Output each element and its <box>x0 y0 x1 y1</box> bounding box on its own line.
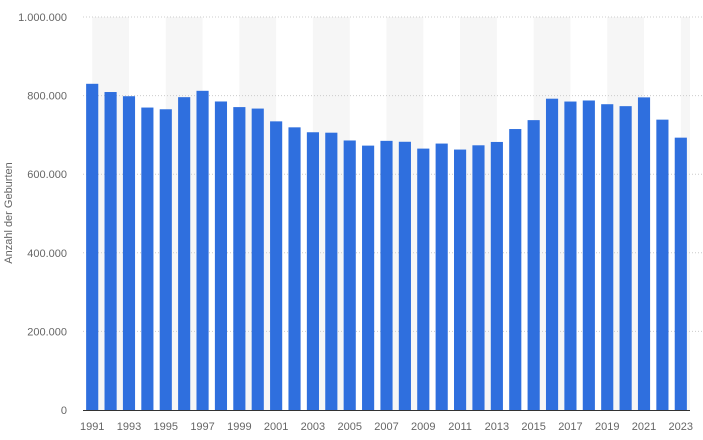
bar-1992 <box>104 92 117 411</box>
bar-2015 <box>527 120 540 410</box>
x-tick-label: 2017 <box>558 421 582 433</box>
bar-1991 <box>86 83 99 410</box>
x-tick-label: 1999 <box>227 421 251 433</box>
bar-1996 <box>178 97 191 410</box>
x-tick-label: 2023 <box>669 421 693 433</box>
bar-2001 <box>270 121 283 411</box>
bar-2011 <box>454 149 467 410</box>
y-tick-label: 400.000 <box>27 248 67 260</box>
bar-2017 <box>564 101 577 410</box>
y-axis-ticks: 0 200.000 400.000 600.000 800.000 1.000.000 <box>18 12 67 417</box>
bar-1994 <box>141 107 154 410</box>
bar-2018 <box>582 100 595 410</box>
bar-2010 <box>435 143 448 410</box>
bar-2014 <box>509 129 522 410</box>
bars <box>86 83 687 411</box>
bar-2000 <box>251 108 264 410</box>
x-tick-label: 1993 <box>117 421 141 433</box>
bar-2016 <box>545 98 559 410</box>
bar-2003 <box>306 132 319 410</box>
y-tick-label: 200.000 <box>27 326 67 338</box>
bar-2022 <box>656 119 669 410</box>
bar-2012 <box>472 145 485 410</box>
bar-1998 <box>214 101 228 411</box>
y-axis-title: Anzahl der Geburten <box>3 162 15 264</box>
x-tick-label: 2009 <box>411 421 435 433</box>
x-tick-label: 2013 <box>485 421 509 433</box>
bar-2008 <box>398 141 411 410</box>
x-tick-label: 1995 <box>154 421 178 433</box>
x-tick-label: 2003 <box>301 421 325 433</box>
x-tick-label: 2007 <box>374 421 398 433</box>
y-tick-label: 1.000.000 <box>18 12 67 24</box>
x-axis-ticks: 1991 1993 1995 1997 1999 2001 2003 2005 2007 2009… <box>80 421 693 433</box>
x-tick-label: 2015 <box>521 421 545 433</box>
bar-2020 <box>619 106 632 410</box>
bar-2007 <box>380 140 393 410</box>
bar-2013 <box>490 141 503 410</box>
bar-2019 <box>601 104 614 410</box>
bar-2004 <box>325 132 338 410</box>
bar-1995 <box>159 109 172 410</box>
bar-2005 <box>343 140 356 411</box>
bar-1999 <box>233 107 246 411</box>
bar-2009 <box>417 148 430 411</box>
x-tick-label: 2011 <box>448 421 472 433</box>
bar-1997 <box>196 90 209 410</box>
bar-2002 <box>288 127 301 410</box>
bar-1993 <box>122 96 136 410</box>
y-tick-label: 800.000 <box>27 91 67 103</box>
x-tick-label: 2021 <box>632 421 656 433</box>
x-tick-label: 2005 <box>337 421 361 433</box>
bar-2021 <box>637 97 651 410</box>
x-tick-label: 1997 <box>190 421 214 433</box>
x-tick-label: 2019 <box>595 421 619 433</box>
x-tick-label: 1991 <box>80 421 104 433</box>
x-tick-label: 2001 <box>264 421 288 433</box>
y-tick-label: 600.000 <box>27 169 67 181</box>
bar-2006 <box>362 145 375 411</box>
y-tick-label: 0 <box>61 405 67 417</box>
bar-2023 <box>674 137 687 410</box>
